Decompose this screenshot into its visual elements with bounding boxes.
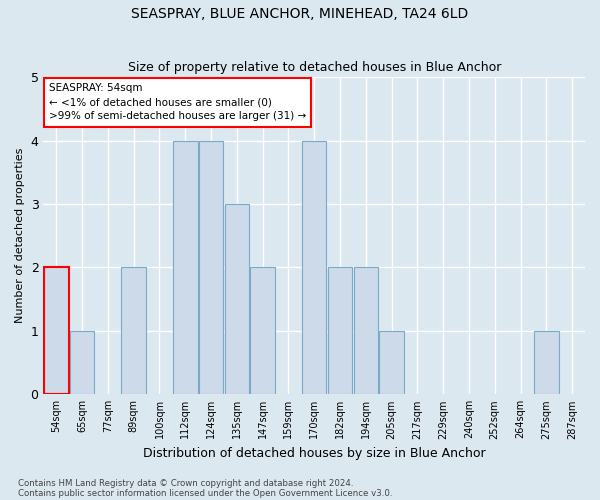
Bar xyxy=(199,140,223,394)
Title: Size of property relative to detached houses in Blue Anchor: Size of property relative to detached ho… xyxy=(128,62,501,74)
Bar xyxy=(70,331,94,394)
Bar xyxy=(44,268,68,394)
Bar xyxy=(224,204,249,394)
Text: Contains public sector information licensed under the Open Government Licence v3: Contains public sector information licen… xyxy=(18,488,392,498)
Bar xyxy=(353,268,378,394)
Bar xyxy=(534,331,559,394)
Text: Contains HM Land Registry data © Crown copyright and database right 2024.: Contains HM Land Registry data © Crown c… xyxy=(18,478,353,488)
Bar xyxy=(302,140,326,394)
Bar xyxy=(250,268,275,394)
Text: SEASPRAY, BLUE ANCHOR, MINEHEAD, TA24 6LD: SEASPRAY, BLUE ANCHOR, MINEHEAD, TA24 6L… xyxy=(131,8,469,22)
Bar xyxy=(121,268,146,394)
Text: SEASPRAY: 54sqm
← <1% of detached houses are smaller (0)
>99% of semi-detached h: SEASPRAY: 54sqm ← <1% of detached houses… xyxy=(49,84,306,122)
X-axis label: Distribution of detached houses by size in Blue Anchor: Distribution of detached houses by size … xyxy=(143,447,485,460)
Bar xyxy=(173,140,197,394)
Y-axis label: Number of detached properties: Number of detached properties xyxy=(15,148,25,324)
Bar xyxy=(328,268,352,394)
Bar xyxy=(379,331,404,394)
